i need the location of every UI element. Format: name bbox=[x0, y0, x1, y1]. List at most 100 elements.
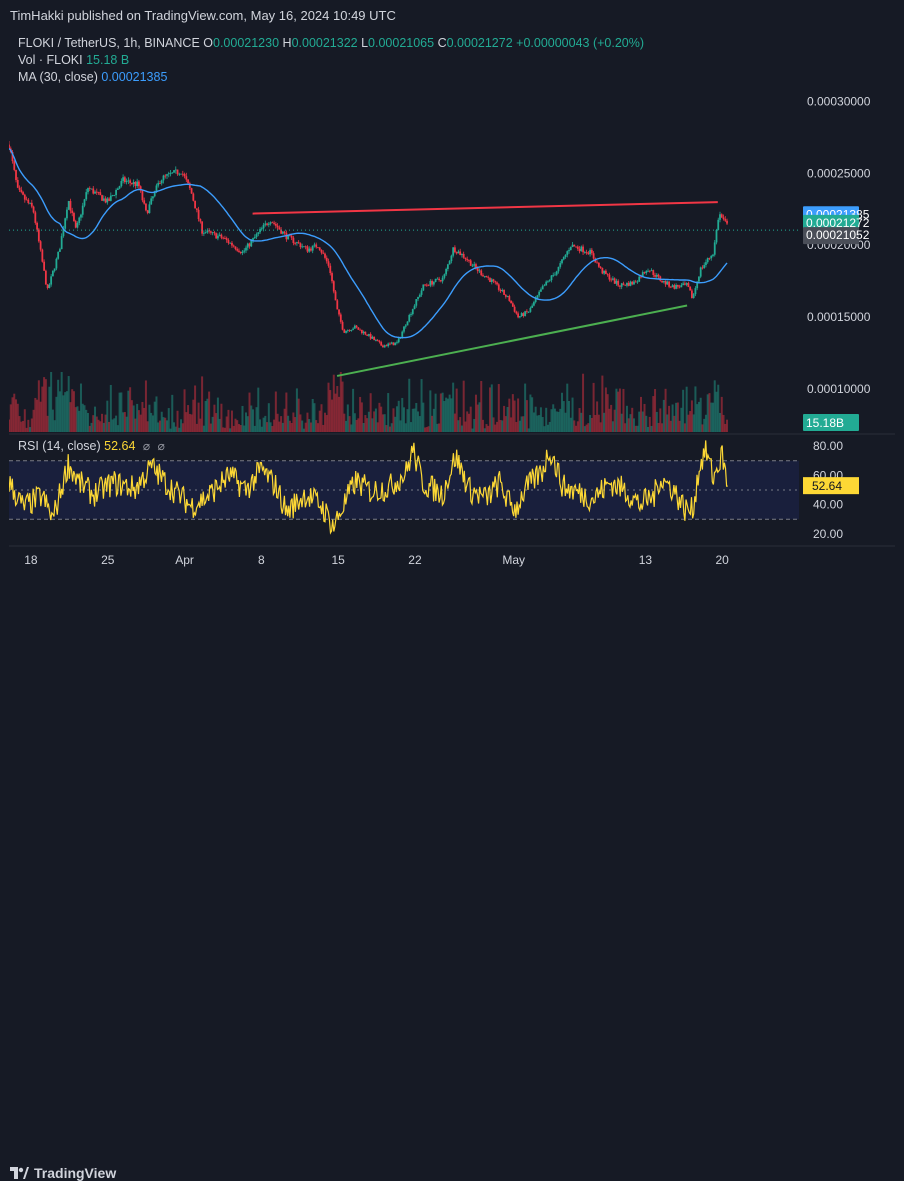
symbol-label[interactable]: FLOKI / TetherUS, 1h, BINANCE bbox=[18, 36, 200, 50]
open-label: O bbox=[203, 36, 213, 50]
volume-bar bbox=[309, 422, 312, 432]
candle-body bbox=[173, 170, 175, 173]
volume-bar bbox=[413, 408, 416, 432]
candle-body bbox=[111, 195, 114, 197]
volume-bar bbox=[213, 404, 216, 432]
candle-body bbox=[499, 289, 502, 292]
volume-bar bbox=[559, 408, 562, 432]
volume-bar bbox=[153, 401, 156, 432]
candle-body bbox=[18, 187, 21, 190]
volume-bar bbox=[466, 411, 469, 432]
price-grid bbox=[9, 433, 895, 547]
volume-bar bbox=[655, 411, 658, 432]
candle-body bbox=[104, 198, 107, 203]
candle-body bbox=[13, 161, 16, 170]
volume-bar bbox=[88, 425, 91, 432]
volume-bar bbox=[659, 408, 662, 432]
volume-bar bbox=[562, 401, 565, 432]
volume-bar bbox=[566, 383, 569, 432]
candle-body bbox=[446, 264, 449, 269]
candle-body bbox=[39, 241, 42, 250]
volume-bar bbox=[230, 410, 233, 432]
candle-body bbox=[578, 248, 581, 252]
candle-body bbox=[118, 186, 121, 189]
volume-bar bbox=[343, 413, 346, 432]
candle-body bbox=[550, 275, 553, 281]
support-trendline bbox=[336, 304, 688, 377]
chart-canvas[interactable]: 0.000300000.000250000.000200000.00015000… bbox=[9, 30, 895, 578]
candle-body bbox=[148, 204, 151, 214]
volume-bar bbox=[497, 384, 500, 432]
candle-body bbox=[304, 246, 307, 248]
candle-body bbox=[78, 217, 81, 223]
ma-line bbox=[9, 148, 728, 339]
candle-body bbox=[417, 296, 419, 300]
volume-label[interactable]: Vol · FLOKI bbox=[18, 53, 83, 67]
volume-bar bbox=[703, 418, 706, 432]
candle-body bbox=[308, 248, 311, 252]
volume-bar bbox=[573, 420, 576, 432]
settings-icon[interactable]: ⌀ bbox=[157, 439, 165, 453]
rsi-label[interactable]: RSI (14, close) bbox=[18, 439, 101, 453]
volume-bar bbox=[58, 391, 61, 432]
volume-bar bbox=[624, 423, 627, 432]
candle-body bbox=[315, 244, 318, 248]
candle-body bbox=[645, 271, 648, 274]
ma-label[interactable]: MA (30, close) bbox=[18, 70, 98, 84]
hidden-icon[interactable]: ⌀ bbox=[142, 439, 151, 453]
volume-bar bbox=[269, 422, 272, 432]
candle-body bbox=[350, 329, 353, 331]
volume-bar bbox=[304, 422, 307, 432]
candle-body bbox=[11, 152, 14, 162]
candle-body bbox=[657, 274, 660, 277]
volume-bar bbox=[276, 413, 279, 432]
candle-body bbox=[125, 181, 128, 183]
candle-body bbox=[613, 278, 616, 284]
tradingview-logo[interactable]: TradingView bbox=[10, 1165, 116, 1181]
candle-body bbox=[669, 286, 672, 288]
volume-bar bbox=[350, 424, 353, 432]
volume-bar bbox=[173, 422, 176, 432]
volume-bar bbox=[597, 414, 600, 432]
volume-bar bbox=[331, 399, 334, 432]
candle-body bbox=[227, 240, 230, 244]
volume-bar bbox=[308, 419, 311, 432]
candle-body bbox=[253, 237, 256, 239]
volume-bar bbox=[311, 398, 314, 432]
volume-bar bbox=[81, 403, 84, 432]
candle-body bbox=[691, 290, 693, 298]
candle-body bbox=[108, 198, 110, 201]
volume-bar bbox=[267, 403, 270, 432]
candle-body bbox=[116, 188, 119, 190]
candle-body bbox=[692, 294, 695, 298]
candle-body bbox=[324, 253, 326, 258]
volume-bar bbox=[313, 403, 316, 432]
volume-bar bbox=[576, 421, 579, 432]
candle-body bbox=[710, 255, 713, 259]
volume-bar bbox=[67, 376, 70, 432]
candle-body bbox=[601, 268, 604, 274]
candle-body bbox=[367, 334, 370, 336]
candle-body bbox=[394, 342, 397, 346]
price-tick-label: 0.00010000 bbox=[807, 382, 871, 396]
candle-body bbox=[454, 247, 456, 253]
volume-bar bbox=[529, 394, 532, 432]
rsi-value-label: 52.64 bbox=[812, 479, 842, 493]
candle-body bbox=[299, 243, 302, 248]
volume-bar bbox=[555, 411, 558, 432]
candle-body bbox=[123, 177, 126, 183]
volume-bar bbox=[274, 391, 277, 432]
candle-body bbox=[597, 262, 600, 267]
volume-bar bbox=[443, 401, 446, 432]
volume-bar bbox=[346, 404, 349, 432]
candle-body bbox=[130, 182, 133, 184]
candle-body bbox=[332, 281, 335, 292]
volume-bar bbox=[62, 395, 65, 432]
volume-bar bbox=[647, 426, 650, 432]
chart-area[interactable]: 0.00030000 0.00025000 0.00020000 0.00015000… bbox=[9, 30, 895, 578]
candle-body bbox=[587, 252, 590, 255]
candle-body bbox=[145, 203, 147, 211]
high-value: 0.00021322 bbox=[291, 36, 358, 50]
volume-bar bbox=[243, 425, 246, 432]
volume-bar bbox=[603, 412, 606, 432]
